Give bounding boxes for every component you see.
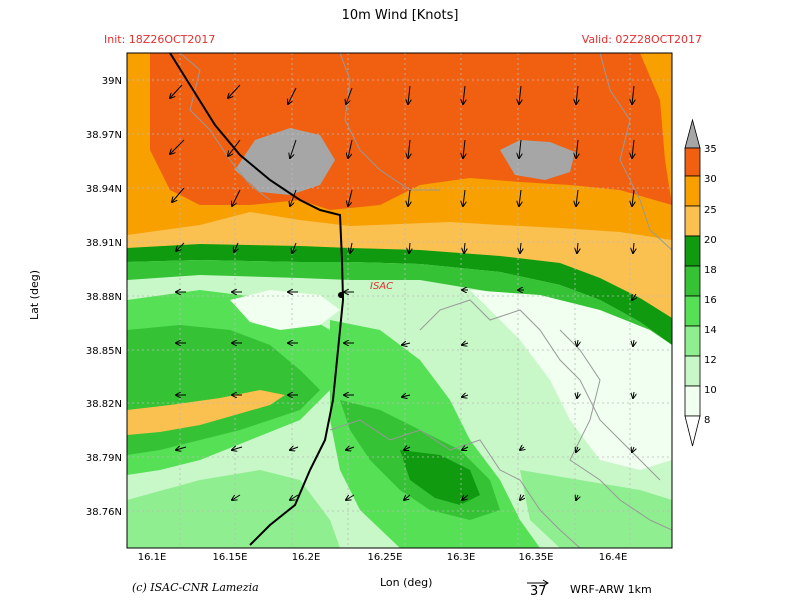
colorbar-label: 35 <box>704 144 717 155</box>
colorbar-labels: 35 30 25 20 18 16 14 12 10 8 <box>704 144 717 426</box>
credit: (c) ISAC-CNR Lamezia <box>132 581 259 594</box>
y-tick-labels: 39N 38.97N 38.94N 38.91N 38.88N 38.85N 3… <box>86 76 122 518</box>
model-label: WRF-ARW 1km <box>570 583 652 596</box>
wind-vectors <box>170 84 636 500</box>
y-tick: 38.82N <box>86 399 122 410</box>
x-tick-labels: 16.1E 16.15E 16.2E 16.25E 16.3E 16.35E 1… <box>138 552 628 563</box>
wind-speed-field <box>127 53 672 548</box>
x-tick: 16.25E <box>368 552 403 563</box>
x-tick: 16.3E <box>447 552 476 563</box>
colorbar-label: 10 <box>704 385 717 396</box>
y-axis-label: Lat (deg) <box>28 270 41 320</box>
reference-vector-arrow <box>527 579 549 587</box>
y-tick: 38.85N <box>86 346 122 357</box>
init-time: Init: 18Z26OCT2017 <box>104 33 216 46</box>
x-tick: 16.35E <box>519 552 554 563</box>
y-tick: 38.94N <box>86 184 122 195</box>
colorbar-label: 14 <box>704 325 717 336</box>
y-tick: 38.97N <box>86 130 122 141</box>
colorbar-label: 18 <box>704 265 717 276</box>
valid-time: Valid: 02Z28OCT2017 <box>581 33 702 46</box>
reference-vector-value: 37 <box>530 584 547 599</box>
x-tick: 16.1E <box>138 552 167 563</box>
plot-frame <box>126 52 673 549</box>
y-tick: 38.79N <box>86 453 122 464</box>
grid-lines <box>127 53 672 548</box>
colorbar-label: 16 <box>704 295 717 306</box>
station-label: ISAC <box>370 281 393 292</box>
colorbar-label: 25 <box>704 205 717 216</box>
colorbar-label: 20 <box>704 235 717 246</box>
x-tick: 16.2E <box>292 552 321 563</box>
map-title: 10m Wind [Knots] <box>341 8 459 23</box>
x-tick: 16.15E <box>213 552 248 563</box>
y-tick: 38.76N <box>86 507 122 518</box>
x-axis-label: Lon (deg) <box>380 576 433 589</box>
x-tick: 16.4E <box>599 552 628 563</box>
y-tick: 38.91N <box>86 238 122 249</box>
colorbar-label: 30 <box>704 174 717 185</box>
coastline <box>169 53 345 546</box>
colorbar-label: 12 <box>704 355 717 366</box>
station-marker <box>338 292 344 298</box>
y-tick: 38.88N <box>86 292 122 303</box>
y-tick: 39N <box>102 76 122 87</box>
colorbar-label: 8 <box>704 415 710 426</box>
colorbar <box>684 118 701 447</box>
